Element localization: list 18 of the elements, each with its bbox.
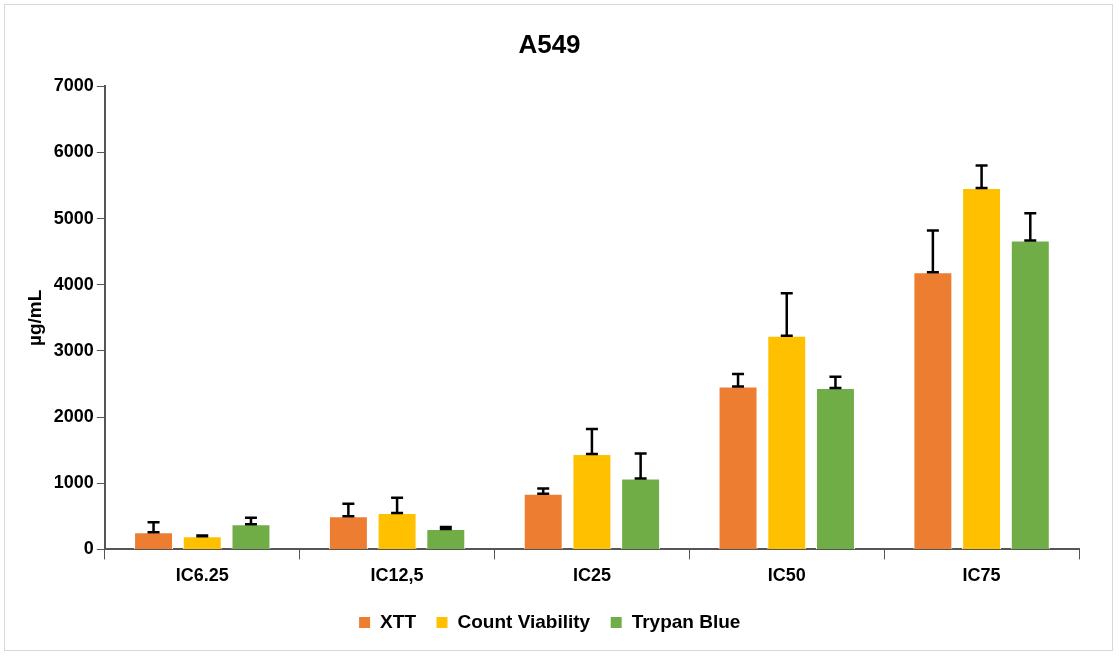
legend-label: Trypan Blue [631, 610, 741, 632]
legend-label: Count Viability [457, 610, 591, 632]
x-tick-label: IC75 [962, 565, 1001, 586]
x-tick-label: IC12,5 [370, 565, 424, 586]
x-tick-label: IC25 [572, 565, 611, 586]
y-tick-label: 0 [83, 538, 94, 559]
chart-title: A549 [518, 28, 581, 59]
y-tick-label: 6000 [53, 141, 94, 162]
y-axis-title: µg/mL [23, 289, 45, 346]
x-tick-label: IC50 [767, 565, 806, 586]
y-tick-label: 4000 [53, 273, 94, 294]
y-tick-label: 5000 [53, 207, 94, 228]
y-tick-label: 7000 [53, 75, 94, 96]
y-tick-label: 3000 [53, 339, 94, 360]
x-tick-label: IC6.25 [175, 565, 229, 586]
legend-label: XTT [380, 610, 417, 632]
y-tick-label: 1000 [53, 472, 94, 493]
y-tick-label: 2000 [53, 406, 94, 427]
